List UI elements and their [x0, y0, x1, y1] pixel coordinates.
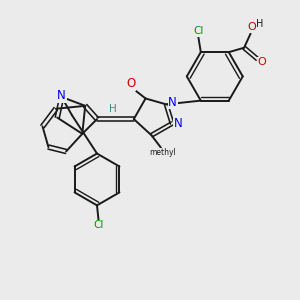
Text: H: H [256, 19, 263, 29]
Text: N: N [168, 95, 177, 109]
Text: N: N [174, 117, 183, 130]
Text: Cl: Cl [194, 26, 204, 36]
Text: O: O [126, 77, 136, 90]
Text: N: N [57, 89, 66, 102]
Text: Cl: Cl [94, 220, 104, 230]
Text: methyl: methyl [149, 148, 176, 158]
Text: O: O [258, 58, 266, 68]
Text: O: O [247, 22, 256, 32]
Text: H: H [109, 104, 117, 114]
